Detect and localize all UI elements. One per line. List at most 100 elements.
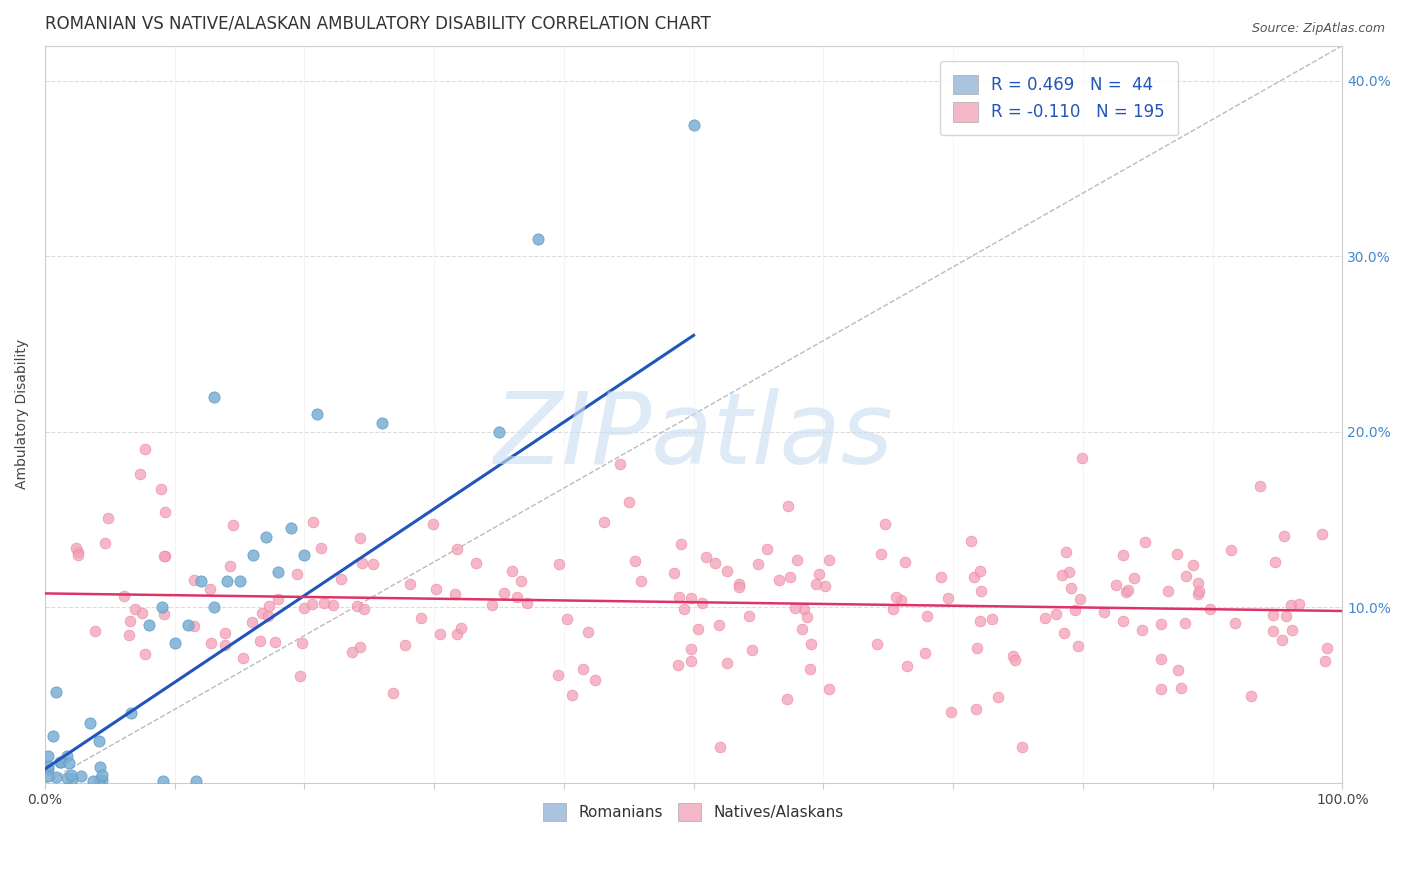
Point <box>1112 614 1135 628</box>
Point <box>90 773 112 788</box>
Point <box>707 617 730 632</box>
Point <box>84 624 107 638</box>
Point <box>1105 578 1128 592</box>
Point <box>939 705 962 719</box>
Point <box>124 601 146 615</box>
Point <box>866 637 889 651</box>
Point <box>250 607 273 621</box>
Point <box>1001 648 1024 663</box>
Point <box>58 756 80 771</box>
Point <box>890 593 912 607</box>
Point <box>703 556 725 570</box>
Point <box>1166 547 1188 561</box>
Point <box>97 511 120 525</box>
Point <box>214 625 236 640</box>
Point <box>1112 548 1135 562</box>
Point <box>555 611 578 625</box>
Point <box>285 566 308 581</box>
Point <box>200 636 222 650</box>
Point <box>150 600 173 615</box>
Point <box>960 533 983 548</box>
Point <box>681 642 703 657</box>
Point <box>776 692 799 706</box>
Point <box>1115 585 1137 599</box>
Point <box>131 606 153 620</box>
Point <box>183 618 205 632</box>
Point <box>682 118 704 132</box>
Y-axis label: Ambulatory Disability: Ambulatory Disability <box>15 339 30 490</box>
Point <box>1149 616 1171 631</box>
Point <box>91 768 114 782</box>
Point <box>1052 568 1074 582</box>
Point <box>1033 611 1056 625</box>
Point <box>1150 652 1173 666</box>
Point <box>1279 598 1302 612</box>
Point <box>215 574 238 589</box>
Point <box>37 769 59 783</box>
Point <box>963 570 986 584</box>
Point <box>623 554 645 568</box>
Point <box>322 598 344 612</box>
Point <box>1060 581 1083 595</box>
Point <box>411 611 433 625</box>
Point <box>619 495 641 509</box>
Point <box>1070 451 1092 466</box>
Point <box>292 600 315 615</box>
Point <box>1316 640 1339 655</box>
Point <box>267 566 290 580</box>
Point <box>153 549 176 563</box>
Point <box>609 457 631 471</box>
Point <box>302 515 325 529</box>
Point <box>349 640 371 654</box>
Point <box>60 772 83 786</box>
Point <box>818 681 841 696</box>
Point <box>664 566 686 581</box>
Point <box>1271 633 1294 648</box>
Point <box>936 591 959 606</box>
Point <box>790 622 813 636</box>
Point <box>242 548 264 562</box>
Point <box>371 416 394 430</box>
Point <box>808 567 831 582</box>
Point <box>492 586 515 600</box>
Point <box>728 576 751 591</box>
Point <box>630 574 652 588</box>
Point <box>1057 565 1080 579</box>
Point <box>1249 479 1271 493</box>
Point <box>37 759 59 773</box>
Point <box>804 577 827 591</box>
Point <box>981 612 1004 626</box>
Point <box>501 564 523 578</box>
Point <box>673 601 696 615</box>
Point <box>312 596 335 610</box>
Point <box>987 690 1010 705</box>
Point <box>134 442 156 457</box>
Point <box>893 555 915 569</box>
Point <box>82 774 104 789</box>
Point <box>382 686 405 700</box>
Point <box>799 636 821 650</box>
Point <box>1182 558 1205 572</box>
Point <box>118 628 141 642</box>
Point <box>240 615 263 629</box>
Point <box>1263 624 1285 639</box>
Point <box>583 673 606 687</box>
Point <box>915 609 938 624</box>
Point <box>190 574 212 589</box>
Point <box>443 587 465 601</box>
Point <box>1199 601 1222 615</box>
Point <box>1123 572 1146 586</box>
Point <box>1174 616 1197 631</box>
Point <box>87 773 110 788</box>
Point <box>353 602 375 616</box>
Point <box>291 636 314 650</box>
Point <box>1167 663 1189 677</box>
Point <box>361 557 384 571</box>
Point <box>288 669 311 683</box>
Point <box>186 773 208 788</box>
Point <box>793 602 815 616</box>
Point <box>120 706 142 721</box>
Point <box>818 553 841 567</box>
Point <box>681 591 703 605</box>
Point <box>1288 597 1310 611</box>
